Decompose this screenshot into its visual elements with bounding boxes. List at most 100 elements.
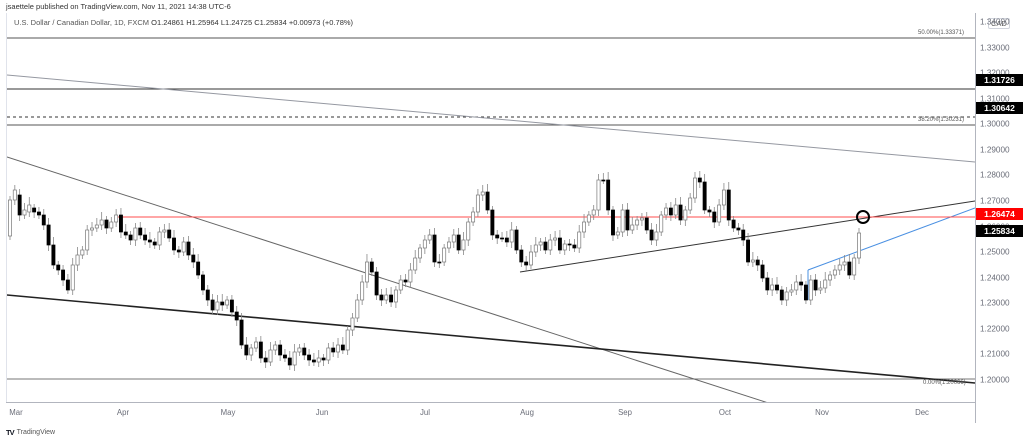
candle	[572, 244, 577, 249]
candle	[51, 244, 56, 266]
candle	[746, 239, 751, 263]
candle	[360, 281, 365, 301]
candle	[538, 241, 543, 246]
candle	[254, 341, 258, 349]
price-tick: 1.32000	[980, 68, 1010, 78]
candle	[635, 219, 640, 226]
candle	[519, 249, 524, 263]
candle	[432, 234, 437, 263]
candle	[355, 299, 360, 319]
symbol-name: U.S. Dollar / Canadian Dollar, 1D, FXCM	[14, 18, 150, 27]
candle	[109, 221, 114, 229]
candle	[384, 294, 389, 301]
candle	[475, 194, 480, 213]
candle	[639, 217, 644, 221]
fib-0-label: 0.00%(1.20066)	[923, 380, 966, 386]
candle	[345, 329, 350, 351]
price-tick: 1.29000	[980, 145, 1010, 155]
price-tick: 1.21000	[980, 349, 1010, 359]
time-axis[interactable]: Mar Apr May Jun Jul Aug Sep Oct Nov Dec	[6, 402, 975, 424]
candle	[799, 281, 804, 286]
candle	[22, 209, 27, 216]
publisher-info: jsaettele published on TradingView.com, …	[6, 2, 231, 11]
candle	[649, 229, 654, 241]
candle	[123, 231, 128, 236]
candle	[8, 199, 12, 237]
tradingview-logo-icon: TV	[6, 428, 15, 437]
candle	[157, 231, 162, 246]
price-axis[interactable]: CAD 1.34000 1.33000 1.32000 1.31000 1.30000 1…	[975, 13, 1023, 423]
candle	[693, 177, 697, 199]
candle	[442, 247, 447, 263]
candle	[80, 249, 85, 256]
candle	[311, 359, 316, 363]
candle	[229, 299, 234, 313]
candle	[495, 234, 500, 239]
candle	[114, 214, 119, 223]
candle	[832, 269, 837, 276]
candle	[697, 177, 702, 183]
candle	[418, 247, 422, 259]
candle	[721, 189, 726, 206]
candle	[654, 231, 659, 241]
intersection-circle-marker	[856, 210, 870, 224]
price-tag: 1.26474	[976, 208, 1023, 221]
chart-pane[interactable]	[6, 13, 976, 402]
candles-group	[8, 171, 861, 371]
month-label: Sep	[618, 408, 632, 417]
candle	[500, 237, 504, 240]
price-tick: 1.20000	[980, 375, 1010, 385]
candle	[678, 204, 683, 221]
rising-support-line	[519, 200, 975, 273]
candle	[196, 261, 201, 276]
candle	[509, 229, 514, 243]
candle	[234, 311, 239, 321]
candle	[143, 234, 148, 241]
candle	[548, 239, 553, 251]
candle	[365, 261, 369, 283]
candle	[321, 357, 326, 361]
currency-button[interactable]: CAD	[988, 18, 1010, 29]
candle	[760, 264, 765, 279]
candle	[201, 274, 205, 291]
candle	[278, 344, 283, 356]
candle	[239, 319, 244, 346]
candle	[147, 239, 152, 243]
candle	[379, 294, 384, 301]
price-tick: 1.31000	[980, 94, 1010, 104]
candle	[422, 239, 427, 249]
month-label: Jun	[315, 408, 329, 417]
ohlc-open: O1.24861	[151, 18, 185, 27]
candle	[118, 214, 123, 233]
candle	[437, 261, 442, 264]
candle	[210, 299, 215, 311]
candle	[408, 269, 413, 283]
candle	[726, 189, 731, 221]
blue-rising-trendline	[807, 207, 975, 271]
candle	[133, 227, 138, 241]
candle	[427, 234, 432, 241]
candle	[471, 211, 476, 223]
candle	[389, 294, 394, 303]
candle	[625, 209, 630, 231]
candle	[837, 264, 842, 271]
candle	[12, 189, 17, 201]
candle	[828, 274, 833, 281]
symbol-legend[interactable]: U.S. Dollar / Canadian Dollar, 1D, FXCM …	[12, 17, 356, 28]
candle	[803, 284, 808, 301]
candle	[808, 279, 813, 301]
candle	[316, 357, 321, 363]
candle	[567, 243, 572, 246]
price-tick: 1.22000	[980, 324, 1010, 334]
candle	[99, 219, 104, 226]
candle	[302, 347, 307, 356]
price-tag: 1.31726	[976, 74, 1023, 87]
ohlc-low: L1.24725	[220, 18, 253, 27]
candle	[307, 354, 312, 361]
brand-name: TradingView	[16, 429, 56, 436]
candle	[770, 284, 775, 291]
candle	[56, 264, 61, 271]
month-label: Dec	[915, 408, 929, 417]
candle	[659, 214, 664, 233]
